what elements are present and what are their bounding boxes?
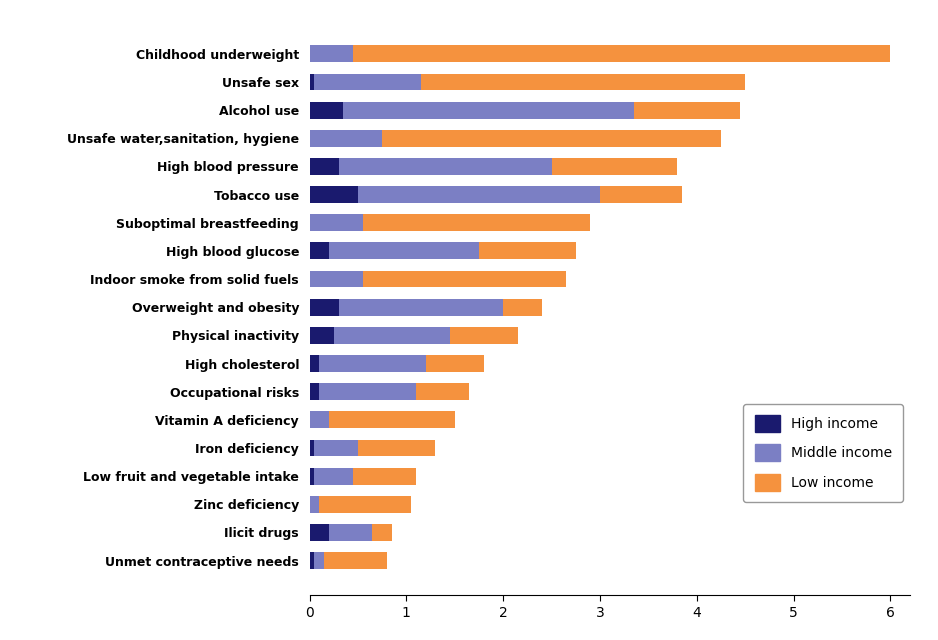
Bar: [552, 158, 677, 175]
Bar: [358, 440, 435, 456]
Bar: [363, 271, 567, 287]
Bar: [310, 214, 363, 231]
Bar: [310, 440, 314, 456]
Bar: [358, 186, 600, 203]
Bar: [339, 158, 552, 175]
Bar: [310, 186, 358, 203]
Bar: [416, 383, 469, 400]
Bar: [372, 524, 392, 541]
Bar: [329, 243, 479, 259]
Bar: [310, 412, 329, 428]
Bar: [324, 552, 387, 569]
Bar: [450, 327, 518, 344]
Bar: [339, 299, 503, 316]
Bar: [314, 440, 358, 456]
Bar: [310, 130, 382, 147]
Bar: [310, 524, 329, 541]
Bar: [314, 552, 324, 569]
Bar: [310, 496, 319, 513]
Bar: [503, 299, 542, 316]
Bar: [479, 243, 576, 259]
Bar: [310, 74, 314, 90]
Bar: [353, 45, 890, 62]
Bar: [329, 412, 455, 428]
Bar: [310, 299, 339, 316]
Bar: [334, 327, 450, 344]
Bar: [310, 45, 353, 62]
Bar: [319, 496, 411, 513]
Bar: [319, 383, 416, 400]
Bar: [634, 102, 740, 118]
Bar: [310, 327, 334, 344]
Bar: [310, 383, 319, 400]
Bar: [382, 130, 721, 147]
Bar: [329, 524, 372, 541]
Bar: [363, 214, 590, 231]
Bar: [421, 74, 746, 90]
Bar: [310, 271, 363, 287]
Bar: [310, 102, 343, 118]
Bar: [310, 243, 329, 259]
Bar: [600, 186, 682, 203]
Bar: [310, 355, 319, 372]
Bar: [343, 102, 634, 118]
Bar: [314, 74, 421, 90]
Bar: [310, 552, 314, 569]
Legend: High income, Middle income, Low income: High income, Middle income, Low income: [744, 404, 903, 502]
Bar: [353, 468, 416, 484]
Bar: [310, 158, 339, 175]
Bar: [310, 468, 314, 484]
Bar: [426, 355, 484, 372]
Bar: [314, 468, 353, 484]
Bar: [319, 355, 426, 372]
